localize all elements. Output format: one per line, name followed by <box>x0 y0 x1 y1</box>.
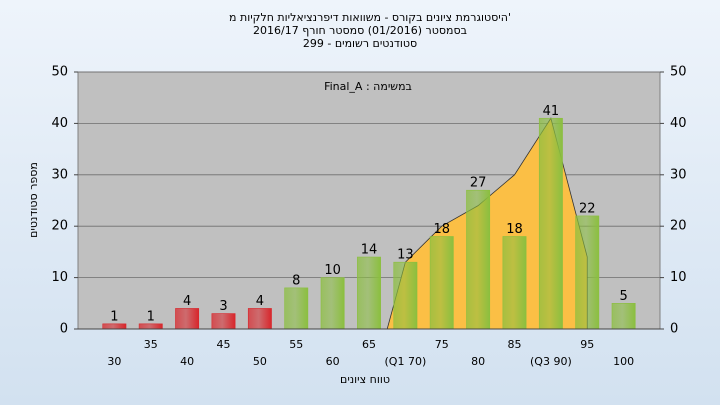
x-tick-label: 100 <box>613 355 634 368</box>
value-label: 13 <box>397 248 414 263</box>
value-label: 5 <box>619 289 627 304</box>
bar <box>429 236 454 330</box>
y2-tick-label: 40 <box>670 116 687 131</box>
y-tick-label: 20 <box>51 219 68 234</box>
value-label: 1 <box>110 309 118 324</box>
bar <box>502 236 527 330</box>
y2-tick-label: 50 <box>670 65 687 80</box>
value-label: 4 <box>256 294 264 309</box>
x-tick-label: 35 <box>144 338 158 351</box>
chart-title: היסטוגרמת ציונים בקורס - משוואות דיפרנצי… <box>229 11 511 24</box>
x-axis-label: טווח ציונים <box>340 373 390 386</box>
bar <box>102 323 127 330</box>
x-tick-label: 55 <box>289 338 303 351</box>
x-tick-label: 40 <box>180 355 194 368</box>
y2-tick-label: 0 <box>670 322 678 337</box>
x-tick-label: 85 <box>508 338 522 351</box>
value-label: 4 <box>183 294 191 309</box>
bar <box>211 313 236 330</box>
bar <box>320 277 345 330</box>
annotation: Final_A : במשימה <box>324 80 412 93</box>
bar <box>138 323 163 330</box>
chart-subtitle: בסמסטר (01/2016) סמסטר חורף 2016/17 <box>253 24 467 37</box>
x-tick-label: 65 <box>362 338 376 351</box>
x-tick-label: (Q3 90) <box>530 355 572 368</box>
x-tick-label: 45 <box>217 338 231 351</box>
bar <box>538 117 563 330</box>
value-label: 1 <box>147 309 155 324</box>
y2-tick-label: 10 <box>670 270 687 285</box>
y-tick-label: 0 <box>60 322 68 337</box>
value-label: 22 <box>579 201 596 216</box>
bar <box>284 287 309 330</box>
x-tick-label: 60 <box>326 355 340 368</box>
y-tick-label: 50 <box>51 65 68 80</box>
bar <box>611 302 636 330</box>
chart-subtitle: סטודנטים רשומים - 299 <box>303 37 417 50</box>
value-label: 8 <box>292 273 300 288</box>
value-label: 41 <box>543 104 560 119</box>
y-tick-label: 40 <box>51 116 68 131</box>
y2-tick-label: 30 <box>670 167 687 182</box>
x-tick-label: (Q1 70) <box>385 355 427 368</box>
x-tick-label: 80 <box>471 355 485 368</box>
value-label: 18 <box>506 222 523 237</box>
y-axis-label: מספר סטודנטים <box>27 162 40 238</box>
bar <box>575 215 600 330</box>
value-label: 3 <box>219 299 227 314</box>
value-label: 27 <box>470 176 487 191</box>
bar <box>393 261 418 330</box>
x-tick-label: 50 <box>253 355 267 368</box>
bar <box>247 308 272 330</box>
value-label: 14 <box>361 243 378 258</box>
bar <box>175 308 200 330</box>
y-tick-label: 10 <box>51 270 68 285</box>
value-label: 18 <box>433 222 450 237</box>
y2-tick-label: 20 <box>670 219 687 234</box>
x-tick-label: 95 <box>580 338 594 351</box>
bar <box>466 189 491 330</box>
value-label: 10 <box>324 263 341 278</box>
x-tick-label: 75 <box>435 338 449 351</box>
bar <box>357 256 381 330</box>
x-tick-label: 30 <box>107 355 121 368</box>
y-tick-label: 30 <box>51 167 68 182</box>
